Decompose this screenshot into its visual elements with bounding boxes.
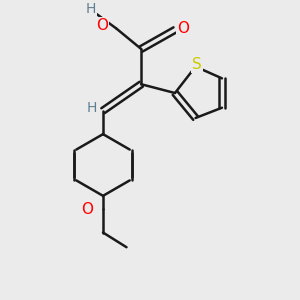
Text: O: O [177,21,189,36]
Text: H: H [87,101,97,115]
Text: H: H [86,2,97,16]
Text: S: S [192,57,202,72]
Text: O: O [96,18,108,33]
Text: O: O [82,202,94,217]
